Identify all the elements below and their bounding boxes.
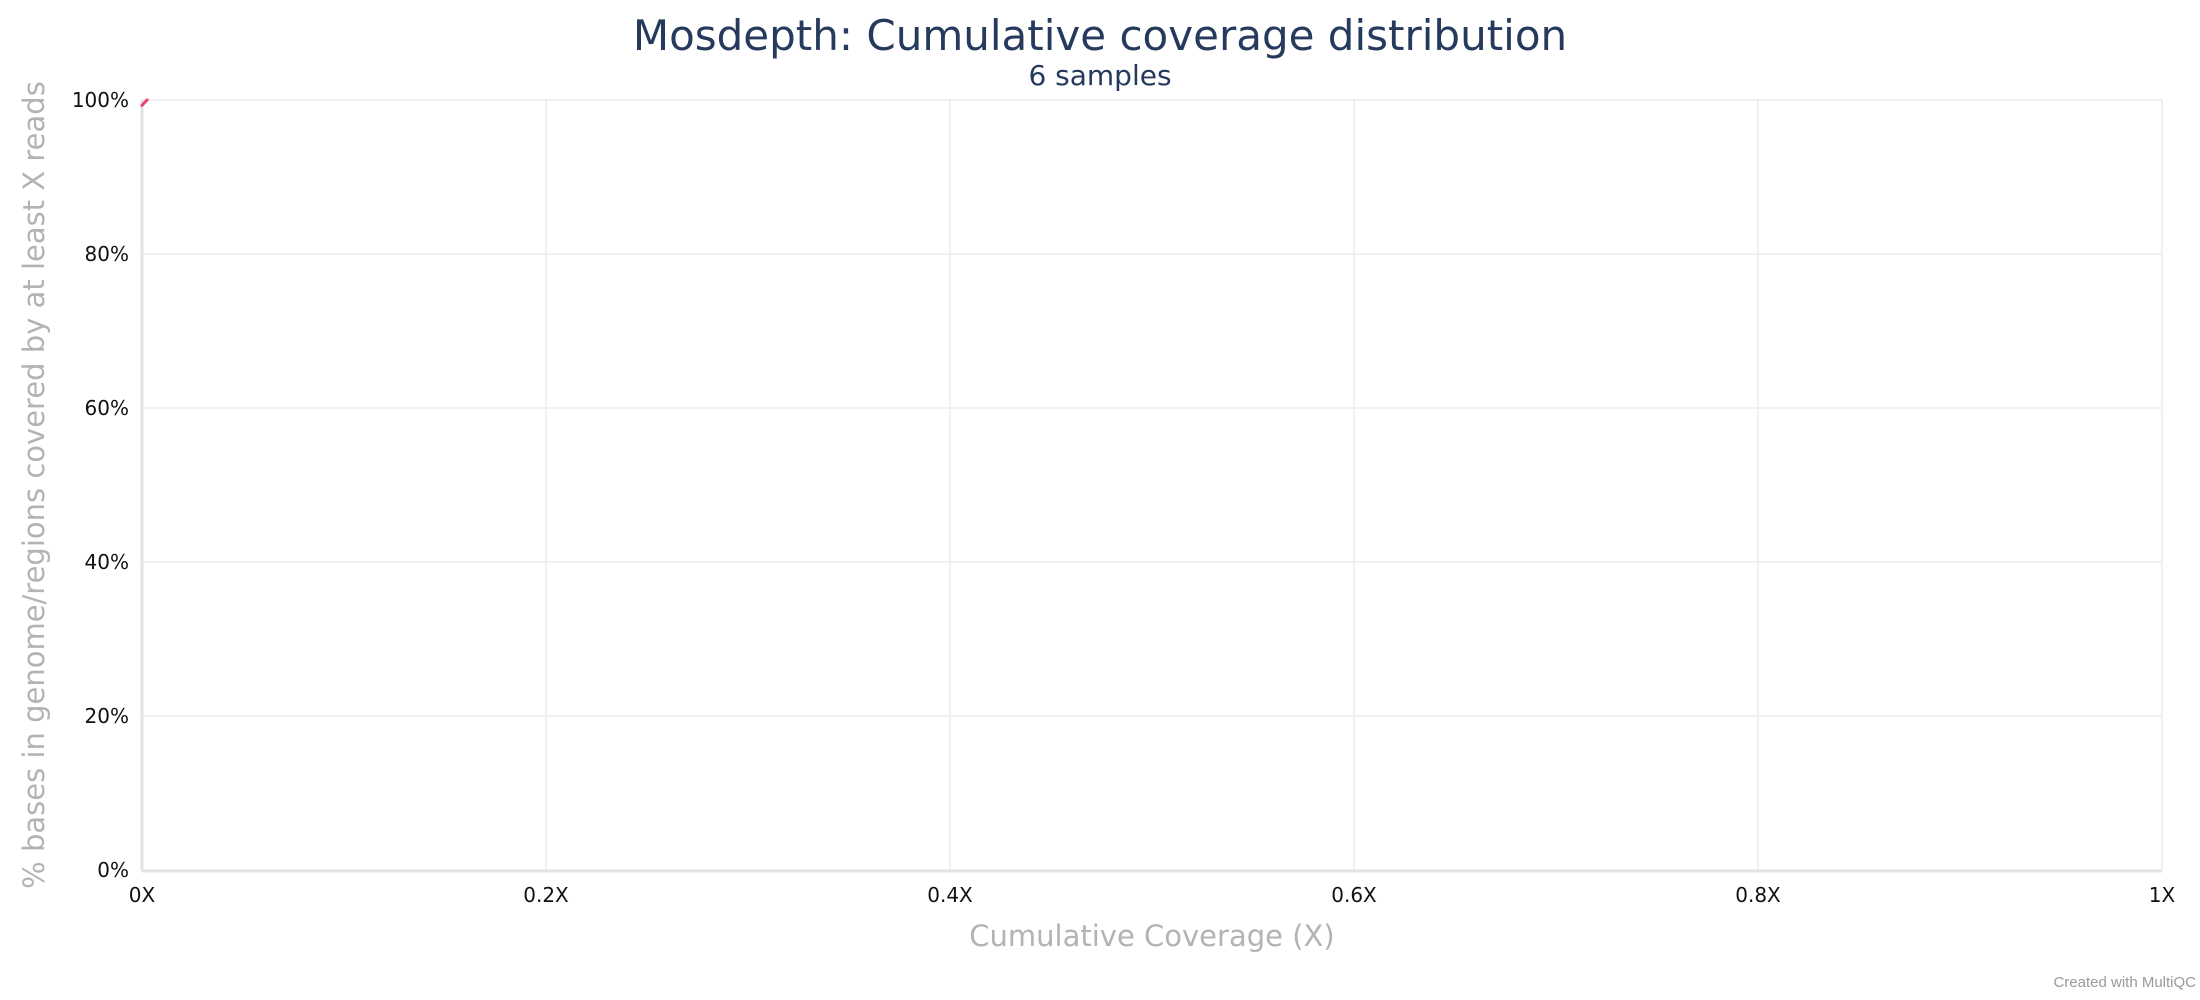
y-tick-label: 60% (85, 396, 129, 420)
series-lines (140, 98, 149, 107)
y-tick-label: 20% (85, 704, 129, 728)
series-line (140, 98, 149, 107)
y-tick-label: 40% (85, 550, 129, 574)
multiqc-credit: Created with MultiQC (2053, 974, 2196, 991)
x-tick-label: 0.4X (927, 883, 973, 907)
x-tick-label: 0.8X (1735, 883, 1781, 907)
y-axis-title: % bases in genome/regions covered by at … (17, 81, 51, 889)
x-tick-label: 0.2X (523, 883, 569, 907)
tick-labels: 0% 20% 40% 60% 80% 100% 0X 0.2X 0.4X 0.6X 0.8X 1X (72, 88, 2176, 907)
y-tick-label: 0% (97, 858, 129, 882)
axes (140, 100, 2162, 873)
chart-subtitle: 6 samples (1028, 59, 1171, 92)
x-tick-label: 0X (129, 883, 156, 907)
y-tick-label: 80% (85, 242, 129, 266)
grid-lines (142, 99, 2163, 870)
x-tick-label: 0.6X (1331, 883, 1377, 907)
chart-title: Mosdepth: Cumulative coverage distributi… (633, 11, 1567, 60)
y-tick-label: 100% (72, 88, 129, 112)
x-axis-title: Cumulative Coverage (X) (969, 919, 1334, 953)
x-tick-label: 1X (2149, 883, 2176, 907)
